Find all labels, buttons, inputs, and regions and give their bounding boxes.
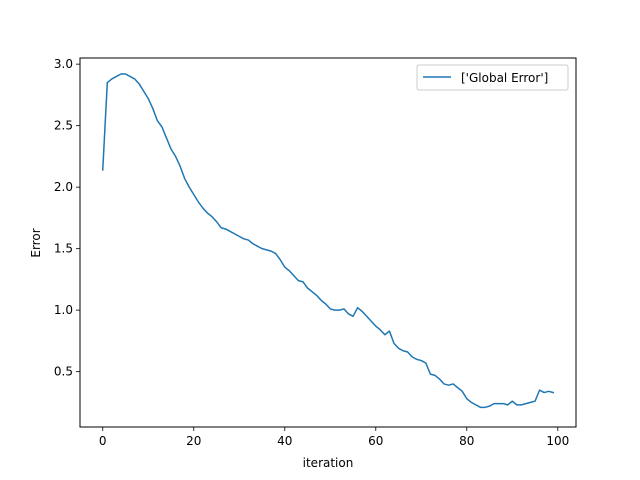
y-axis-label: Error — [29, 228, 43, 257]
axes-frame — [79, 57, 577, 428]
x-tick-label: 20 — [186, 434, 201, 448]
legend: ['Global Error'] — [416, 64, 569, 91]
x-axis-label: iteration — [303, 456, 354, 470]
y-tick-label: 1.0 — [54, 303, 73, 317]
x-tick-label: 60 — [368, 434, 383, 448]
x-tick-label: 40 — [277, 434, 292, 448]
y-tick-label: 3.0 — [54, 57, 73, 71]
y-axis: 0.5 1.0 1.5 2.0 2.5 3.0 — [54, 57, 80, 379]
y-tick-label: 0.5 — [54, 365, 73, 379]
x-tick-label: 80 — [459, 434, 474, 448]
series-line-global-error — [101, 73, 555, 409]
legend-box — [416, 64, 569, 91]
y-tick-label: 2.5 — [54, 119, 73, 133]
x-tick-label: 100 — [546, 434, 569, 448]
plot-area — [101, 73, 555, 409]
legend-label: ['Global Error'] — [461, 71, 548, 85]
x-axis: 0 20 40 60 80 100 — [99, 427, 569, 448]
y-tick-label: 2.0 — [54, 180, 73, 194]
x-tick-label: 0 — [99, 434, 107, 448]
y-tick-label: 1.5 — [54, 242, 73, 256]
